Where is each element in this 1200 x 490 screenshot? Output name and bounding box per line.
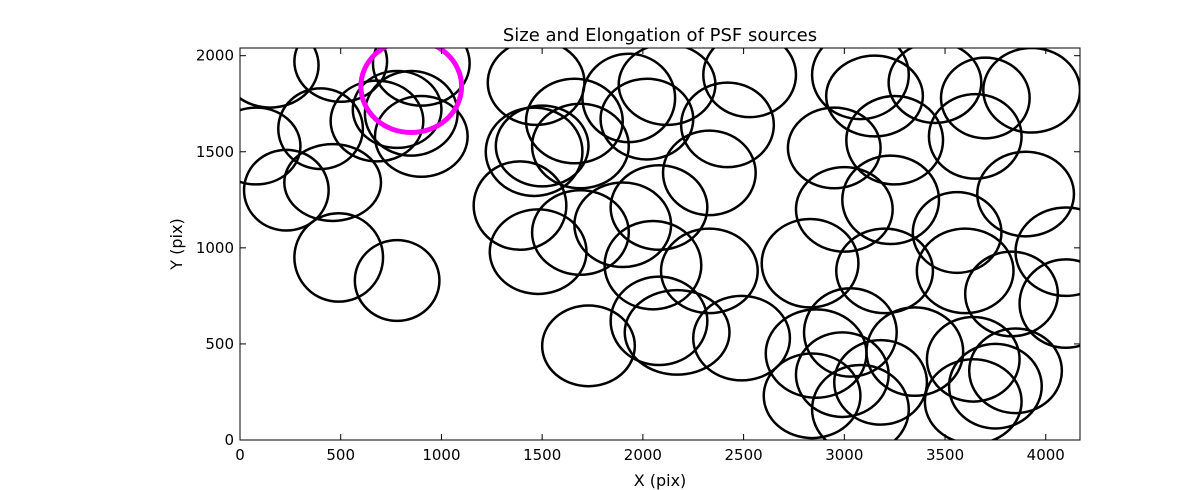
psf-source-ellipse [786,106,882,190]
psf-source-ellipse [679,81,776,169]
x-tick-label: 1000 [422,446,460,464]
psf-source-ellipse [915,227,1015,315]
y-tick-label: 1000 [196,239,234,257]
psf-source-ellipse [242,148,330,232]
y-tick-label: 1500 [196,143,234,161]
psf-source-ellipse [760,217,860,309]
y-tick-label: 0 [224,431,234,449]
x-tick-label: 2500 [725,446,763,464]
psf-source-ellipse [1014,206,1080,298]
psf-source-ellipse [373,94,469,178]
psf-source-ellipse [524,77,624,165]
psf-source-ellipse [923,358,1023,440]
psf-source-ellipse [691,294,792,382]
psf-source-ellipse [1018,258,1080,350]
x-tick-label: 500 [326,446,355,464]
psf-source-ellipse [802,286,898,378]
psf-source-ellipse [824,54,925,138]
psf-source-ellipse [661,129,757,217]
psf-source-ellipse [810,363,911,440]
psf-source-ellipse [353,238,441,323]
highlighted-source-ellipse [358,48,465,136]
psf-source-ellipse [887,48,983,125]
psf-source-ellipse [845,94,945,186]
x-axis-label: X (pix) [634,471,687,490]
psf-source-ellipse [609,275,709,367]
psf-source-ellipse [976,150,1076,238]
psf-source-ellipse [947,342,1043,430]
chart-title: Size and Elongation of PSF sources [503,25,817,46]
psf-source-ellipse [832,338,929,426]
psf-source-ellipse [494,104,590,188]
psf-source-ellipse [939,56,1031,140]
x-tick-label: 1500 [523,446,561,464]
psf-source-ellipse [530,188,631,276]
y-tick-label: 500 [205,335,234,353]
plot-area [240,48,1080,440]
psf-source-ellipse [982,48,1080,134]
psf-source-ellipse [967,327,1064,415]
y-axis-label: Y (pix) [167,218,186,270]
psf-source-ellipse [599,77,695,161]
y-tick-label: 2000 [196,47,234,65]
psf-source-ellipse [240,48,320,109]
psf-source-ellipse [659,227,759,315]
psf-source-ellipse [911,190,1003,275]
psf-source-ellipse [925,315,1021,403]
psf-source-ellipse [623,288,731,376]
psf-source-ellipse [484,106,584,198]
x-tick-label: 3000 [825,446,863,464]
psf-source-ellipse [240,106,302,186]
psf-source-ellipse [329,79,425,163]
psf-source-ellipse [283,142,383,223]
psf-source-ellipse [762,352,862,440]
psf-source-ellipse [841,154,941,246]
psf-source-ellipse [603,219,703,311]
psf-source-ellipse [794,165,894,253]
y-axis: 0 500 1000 1500 2000 [196,47,1080,449]
psf-source-ellipse [865,306,965,398]
psf-source-ellipse [472,160,568,252]
x-axis: 0 500 1000 1500 2000 2500 3000 3500 4000 [235,48,1065,464]
axes-frame [239,47,1081,441]
x-tick-label: 2000 [624,446,662,464]
psf-source-ellipse [530,102,631,190]
psf-source-ellipse [363,69,459,157]
psf-source-ellipse [293,48,389,104]
psf-source-ellipse [609,163,709,252]
psf-source-ellipse [293,212,385,303]
psf-source-ellipse [351,69,443,150]
psf-source-ellipse [702,48,798,119]
x-tick-label: 3500 [926,446,964,464]
psf-source-ellipse [540,304,637,388]
psf-source-ellipse [835,227,935,315]
psf-source-ellipse [617,48,717,127]
x-tick-label: 0 [235,446,245,464]
x-tick-label: 4000 [1027,446,1065,464]
psf-source-ellipse [277,87,365,171]
psf-source-ellipse [810,48,911,121]
psf-source-ellipse [581,52,677,144]
psf-source-ellipse [927,92,1023,180]
